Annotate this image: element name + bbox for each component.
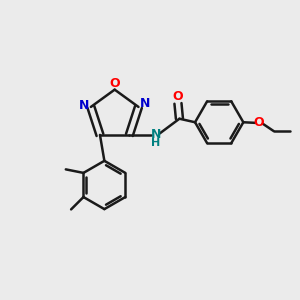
Text: N: N — [79, 99, 90, 112]
Text: H: H — [151, 138, 160, 148]
Text: O: O — [110, 77, 120, 90]
Text: O: O — [172, 90, 183, 104]
Text: N: N — [140, 98, 150, 110]
Text: O: O — [254, 116, 264, 129]
Text: N: N — [151, 128, 161, 141]
